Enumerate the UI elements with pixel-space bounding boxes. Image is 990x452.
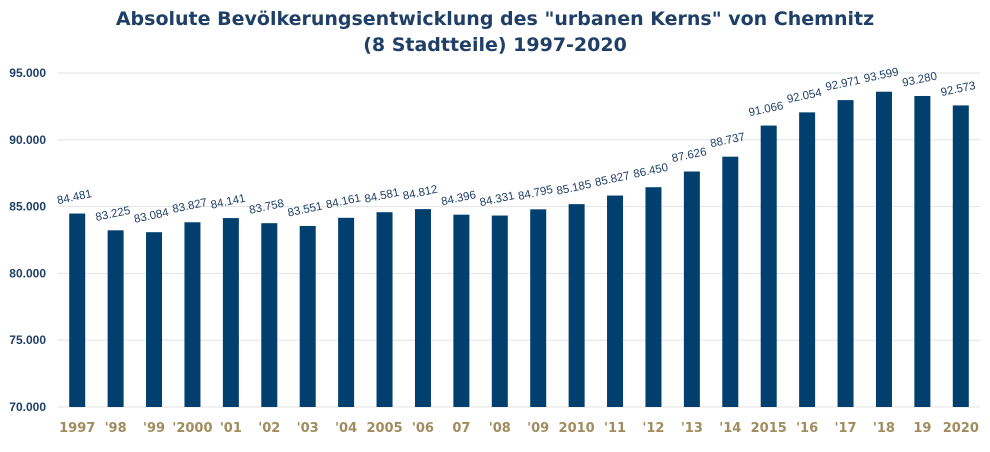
data-label: 84.481 [56, 188, 93, 207]
bar [414, 209, 431, 407]
x-tick-label: '99 [143, 421, 165, 436]
bar [837, 100, 854, 408]
data-label: 92.971 [824, 75, 861, 94]
x-tick-label: '08 [489, 421, 511, 436]
x-tick-label: '06 [412, 421, 434, 436]
data-label: 91.066 [748, 100, 785, 119]
data-label: 87.626 [671, 146, 708, 165]
x-tick-label: '12 [642, 421, 664, 436]
y-axis: 70.000 75.000 80.000 85.000 90.000 95.000 [9, 66, 46, 414]
gridlines [58, 72, 980, 408]
y-tick-label: 80.000 [9, 266, 46, 280]
x-tick-label: '11 [604, 421, 626, 436]
data-label: 83.551 [287, 200, 324, 219]
x-tick-label: 2020 [943, 421, 979, 436]
data-label: 84.141 [210, 193, 247, 212]
y-tick-label: 70.000 [9, 400, 46, 414]
bar [491, 215, 508, 407]
data-label: 83.827 [171, 197, 208, 216]
bar [607, 195, 624, 407]
bars [69, 91, 969, 408]
bar [107, 230, 124, 407]
chart-title-line-1: Absolute Bevölkerungsentwicklung des "ur… [115, 8, 875, 30]
x-axis: 1997 '98 '99 '2000 '01 '02 '03 '04 2005 '06 07 '08 '… [59, 421, 979, 436]
x-tick-label: 2005 [366, 421, 402, 436]
data-label: 93.599 [863, 66, 900, 85]
data-label: 92.573 [940, 80, 977, 99]
x-tick-label: 2010 [559, 421, 595, 436]
bar [222, 218, 239, 407]
bar [453, 214, 470, 407]
bar [799, 112, 816, 408]
bar [760, 125, 777, 408]
x-tick-label: '02 [258, 421, 280, 436]
data-label: 85.827 [594, 170, 631, 189]
x-tick-label: '04 [335, 421, 357, 436]
data-label: 84.396 [440, 189, 477, 208]
data-label: 84.812 [402, 184, 439, 203]
x-tick-label: 1997 [59, 421, 95, 436]
bar [914, 95, 931, 408]
bar [299, 225, 316, 407]
bar [568, 204, 585, 407]
y-tick-label: 85.000 [9, 200, 46, 214]
bar [530, 209, 547, 407]
chart-title: Absolute Bevölkerungsentwicklung des "ur… [0, 6, 990, 58]
x-tick-label: '13 [681, 421, 703, 436]
data-label: 84.161 [325, 192, 362, 211]
y-tick-label: 90.000 [9, 133, 46, 147]
data-label: 84.795 [517, 184, 554, 203]
bar [645, 187, 662, 407]
x-tick-label: '17 [835, 421, 857, 436]
bar [376, 212, 393, 407]
x-tick-label: '18 [873, 421, 895, 436]
bar [683, 171, 700, 407]
x-tick-label: '98 [105, 421, 127, 436]
data-label: 92.054 [786, 87, 823, 106]
x-tick-label: 07 [452, 421, 470, 436]
data-label: 83.084 [133, 207, 170, 226]
data-label: 86.450 [632, 162, 669, 181]
x-tick-label: '01 [220, 421, 242, 436]
bar [338, 217, 355, 407]
bar [184, 222, 201, 407]
data-label: 85.185 [556, 179, 593, 198]
bar [261, 223, 278, 407]
x-tick-label: 19 [913, 421, 931, 436]
bar [952, 105, 969, 408]
x-tick-label: 2015 [751, 421, 787, 436]
bar [146, 232, 163, 407]
bar [722, 156, 739, 407]
y-tick-label: 75.000 [9, 333, 46, 347]
bar [69, 213, 86, 407]
y-tick-label: 95.000 [9, 66, 46, 80]
x-tick-label: '09 [527, 421, 549, 436]
x-tick-label: '16 [796, 421, 818, 436]
data-label: 88.737 [709, 131, 746, 150]
x-tick-label: '03 [297, 421, 319, 436]
x-tick-label: '2000 [172, 421, 212, 436]
data-label: 84.581 [363, 187, 400, 206]
x-tick-label: '14 [719, 421, 741, 436]
data-label: 83.225 [95, 205, 132, 224]
chart-title-line-2: (8 Stadtteile) 1997-2020 [363, 34, 627, 56]
data-label: 83.758 [248, 198, 285, 217]
bar [875, 91, 892, 408]
